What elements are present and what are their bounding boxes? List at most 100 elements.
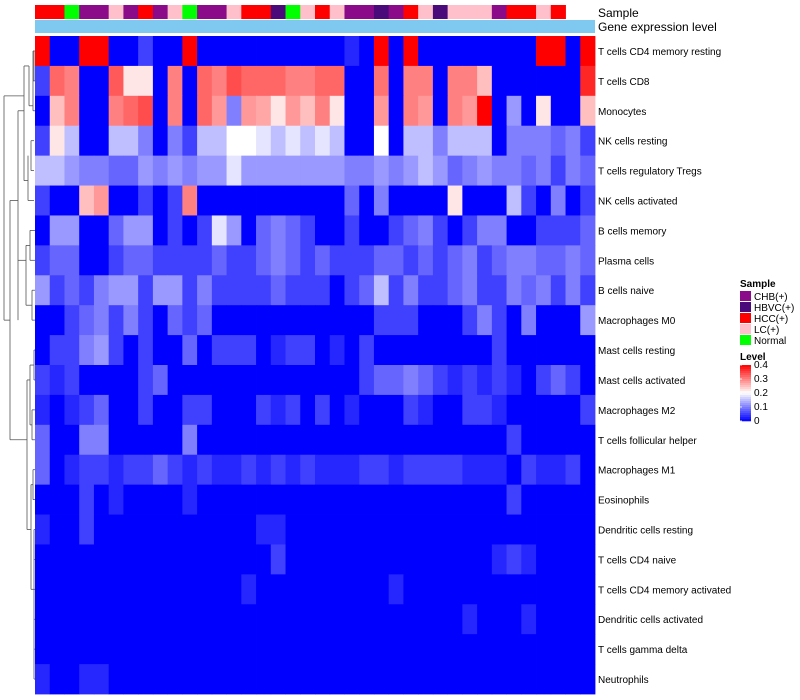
- sample-annotation-cell: [197, 5, 213, 19]
- heatmap-cell: [211, 305, 227, 336]
- heatmap-cell: [315, 215, 331, 246]
- heatmap-cell: [211, 125, 227, 157]
- heatmap-cell: [388, 185, 404, 216]
- heatmap-cell: [462, 365, 478, 396]
- heatmap-cell: [270, 604, 286, 635]
- heatmap-cell: [285, 604, 301, 635]
- heatmap-cell: [418, 394, 434, 426]
- heatmap-cell: [49, 155, 65, 186]
- heatmap-cell: [477, 185, 493, 216]
- heatmap-cell: [93, 574, 110, 605]
- heatmap-cell: [108, 604, 124, 635]
- heatmap-cell: [182, 65, 198, 97]
- heatmap-cell: [506, 454, 522, 486]
- heatmap-cell: [167, 305, 183, 336]
- heatmap-cell: [506, 155, 522, 186]
- heatmap-cell: [315, 484, 331, 515]
- heatmap-cell: [373, 484, 390, 515]
- heatmap-cell: [388, 634, 404, 665]
- heatmap-cell: [447, 185, 463, 216]
- heatmap-cell: [108, 664, 124, 695]
- heatmap-cell: [432, 484, 449, 515]
- heatmap-cell: [79, 245, 95, 276]
- heatmap-cell: [491, 394, 507, 426]
- heatmap-cell: [447, 36, 463, 67]
- heatmap-cell: [256, 275, 272, 306]
- heatmap-cell: [403, 335, 419, 366]
- heatmap-cell: [403, 365, 419, 396]
- heatmap-cell: [108, 95, 124, 127]
- heatmap-cell: [565, 514, 581, 545]
- heatmap-cell: [152, 305, 169, 336]
- heatmap-cell: [536, 36, 552, 67]
- heatmap-cell: [359, 155, 375, 186]
- heatmap-cell: [256, 305, 272, 336]
- heatmap-cell: [344, 95, 360, 127]
- heatmap-cell: [152, 335, 169, 366]
- heatmap-cell: [64, 155, 80, 186]
- heatmap-cell: [315, 394, 331, 426]
- heatmap-cell: [167, 394, 183, 426]
- heatmap-cell: [64, 125, 80, 157]
- heatmap-cell: [79, 634, 95, 665]
- heatmap-cell: [93, 514, 110, 545]
- heatmap-cell: [550, 185, 566, 216]
- heatmap-cell: [285, 394, 301, 426]
- heatmap-cell: [211, 574, 227, 605]
- heatmap-cell: [491, 95, 507, 127]
- heatmap-cell: [138, 604, 154, 635]
- heatmap-cell: [108, 185, 124, 216]
- level-legend-tick-label: 0.4: [754, 360, 768, 371]
- heatmap-cell: [226, 305, 242, 336]
- heatmap-cell: [359, 664, 375, 695]
- heatmap-cell: [270, 544, 286, 575]
- heatmap-cell: [344, 36, 360, 67]
- heatmap-cell: [270, 125, 286, 157]
- heatmap-cell: [550, 365, 566, 396]
- heatmap-cell: [550, 604, 566, 635]
- heatmap-cell: [49, 394, 65, 426]
- heatmap-cell: [373, 454, 390, 486]
- heatmap-cell: [329, 36, 345, 67]
- level-legend-gradient-step: [740, 379, 751, 382]
- heatmap-cell: [432, 65, 449, 97]
- sample-annotation-cell: [108, 5, 124, 19]
- heatmap-cell: [315, 335, 331, 366]
- heatmap-cell: [138, 335, 154, 366]
- heatmap-cell: [462, 155, 478, 186]
- level-legend-gradient-step: [740, 393, 751, 396]
- heatmap-cell: [138, 424, 154, 456]
- heatmap-cell: [35, 215, 51, 246]
- heatmap-cell: [565, 36, 581, 67]
- heatmap-cell: [93, 305, 110, 336]
- heatmap-cell: [152, 544, 169, 575]
- heatmap-cell: [152, 65, 169, 97]
- heatmap-cell: [315, 65, 331, 97]
- heatmap-cell: [300, 544, 316, 575]
- heatmap-cell: [565, 484, 581, 515]
- heatmap-cell: [462, 634, 478, 665]
- heatmap-cell: [197, 65, 213, 97]
- heatmap-cell: [506, 484, 522, 515]
- sample-annotation-cell: [138, 5, 154, 19]
- heatmap-cell: [226, 335, 242, 366]
- heatmap-cell: [477, 275, 493, 306]
- heatmap-cell: [270, 155, 286, 186]
- heatmap-cell: [211, 424, 227, 456]
- level-legend-gradient-step: [740, 397, 751, 400]
- heatmap-cell: [373, 544, 390, 575]
- heatmap-cell: [300, 335, 316, 366]
- gene-expression-annotation-bar: [35, 20, 595, 33]
- heatmap-cell: [226, 394, 242, 426]
- heatmap-cell: [79, 305, 95, 336]
- heatmap-cell: [138, 544, 154, 575]
- heatmap-cell: [580, 155, 596, 186]
- heatmap-cell: [536, 185, 552, 216]
- heatmap-cell: [536, 65, 552, 97]
- heatmap-cell: [462, 305, 478, 336]
- heatmap-cell: [506, 664, 522, 695]
- sample-annotation-cell: [477, 5, 493, 19]
- heatmap-cell: [462, 664, 478, 695]
- heatmap-cell: [256, 185, 272, 216]
- sample-legend-swatch: [740, 302, 751, 312]
